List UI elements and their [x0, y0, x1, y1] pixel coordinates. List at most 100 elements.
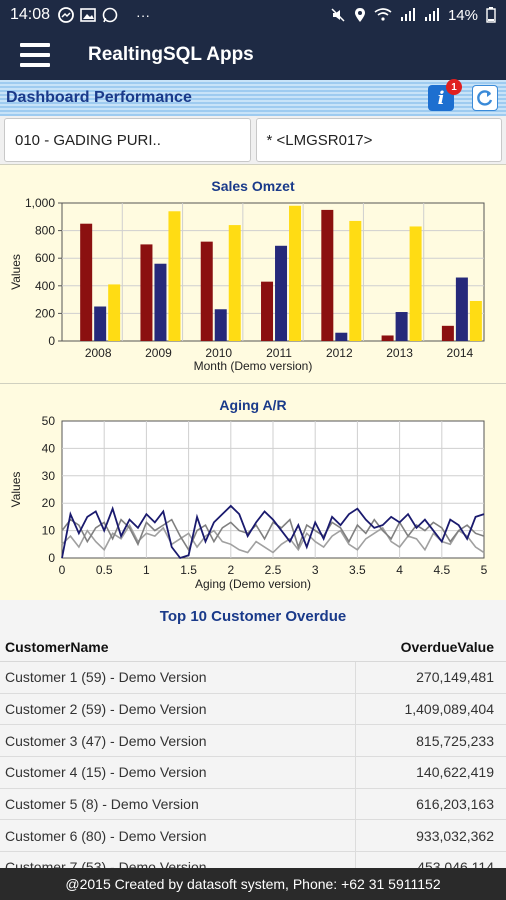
x-tick-label: 2013 — [386, 346, 413, 360]
aging-ar-chart[interactable]: Aging A/R0 0.5 1 1.5 2 2.5 3 3.5 4 4.5 50102030405… — [0, 384, 506, 601]
table-row[interactable]: Customer 5 (8) - Demo Version 616,203,163 — [0, 788, 506, 821]
customer-name-cell: Customer 5 (8) - Demo Version — [0, 788, 356, 820]
x-tick-label: 4.5 — [433, 563, 450, 577]
menu-icon[interactable] — [0, 30, 70, 80]
aging-ar-panel: Aging A/R 0 0.5 1 1.5 2 2.5 3 3.5 4 4.5 5 0 10 20 30 40 5… — [0, 383, 506, 600]
table-header: CustomerName OverdueValue — [0, 632, 506, 662]
table-row[interactable]: Customer 2 (59) - Demo Version 1,409,089,… — [0, 693, 506, 726]
sales-omzet-panel: Sales Omzet 0 200 400 600 800 1,000 2008 2009 201… — [0, 164, 506, 383]
y-tick-label: 800 — [35, 224, 55, 238]
customer-name-cell: Customer 6 (80) - Demo Version — [0, 820, 356, 852]
y-tick-label: 0 — [48, 334, 55, 348]
table-row[interactable]: Customer 4 (15) - Demo Version 140,622,41… — [0, 757, 506, 789]
x-tick-label: 3.5 — [349, 563, 366, 577]
x-tick-label: 2009 — [145, 346, 172, 360]
table-row[interactable]: Customer 1 (59) - Demo Version 270,149,48… — [0, 662, 506, 694]
dashboard-header: Dashboard Performance i 1 — [0, 79, 506, 116]
overdue-value-cell: 270,149,481 — [416, 669, 494, 686]
footer: @2015 Created by datasoft system, Phone:… — [0, 868, 506, 900]
table-row[interactable]: Customer 7 (53) - Demo Version 453,046,11… — [0, 852, 506, 868]
x-tick-label: 0 — [59, 563, 66, 577]
overdue-value-cell: 933,032,362 — [416, 827, 494, 844]
more-notifications-icon: ··· — [136, 7, 151, 23]
table-body[interactable]: Customer 1 (59) - Demo Version 270,149,48… — [0, 662, 506, 868]
battery-icon — [486, 7, 496, 23]
bar — [228, 225, 241, 341]
overdue-value-cell: 140,622,419 — [416, 764, 494, 781]
notification-icons: ··· — [58, 7, 150, 23]
y-tick-label: 10 — [42, 524, 56, 538]
bar — [395, 312, 408, 341]
header-overdue-value: OverdueValue — [400, 638, 494, 655]
y-tick-label: 20 — [42, 496, 56, 510]
x-tick-label: 0.5 — [96, 563, 113, 577]
salesman-selector[interactable]: * <LMGSR017> — [255, 118, 502, 162]
signal-icon — [424, 8, 439, 21]
battery-percent: 14% — [447, 6, 478, 24]
series-line — [61, 504, 485, 560]
y-tick-label: 1,000 — [25, 196, 55, 210]
x-tick-label: 2014 — [447, 346, 474, 360]
y-tick-label: 0 — [48, 551, 55, 565]
image-icon — [80, 8, 96, 22]
y-tick-label: 200 — [35, 306, 55, 320]
filter-bar: 010 - GADING PURI.. * <LMGSR017> — [0, 116, 506, 164]
customer-name-cell: Customer 1 (59) - Demo Version — [0, 662, 356, 693]
bar — [140, 244, 153, 341]
y-tick-label: 40 — [42, 441, 56, 455]
bar — [409, 226, 422, 341]
overdue-table-panel: Top 10 Customer Overdue CustomerName Ove… — [0, 600, 506, 868]
dashboard-title: Dashboard Performance — [6, 89, 192, 106]
refresh-icon — [477, 90, 493, 106]
y-tick-label: 400 — [35, 279, 55, 293]
customer-name-cell: Customer 7 (53) - Demo Version — [0, 852, 356, 868]
x-tick-label: 2 — [227, 563, 234, 577]
y-tick-label: 30 — [42, 469, 56, 483]
bar — [289, 205, 302, 341]
y-tick-label: 600 — [35, 251, 55, 265]
branch-selector[interactable]: 010 - GADING PURI.. — [4, 118, 251, 162]
y-axis-label: Values — [9, 254, 23, 290]
bar — [381, 335, 394, 341]
location-icon — [354, 8, 365, 22]
wifi-icon — [374, 8, 392, 21]
refresh-button[interactable] — [472, 85, 498, 111]
mute-icon — [331, 8, 345, 22]
series-line — [61, 518, 485, 552]
y-axis-label: Values — [9, 472, 23, 508]
x-tick-label: 2012 — [326, 346, 353, 360]
info-icon: i — [437, 87, 445, 109]
whatsapp-icon — [102, 7, 118, 23]
chart-title: Sales Omzet — [211, 178, 295, 194]
bar — [94, 306, 107, 341]
bar — [168, 211, 181, 341]
x-tick-label: 1.5 — [180, 563, 197, 577]
x-tick-label: 2011 — [266, 346, 292, 360]
app-bar: RealtingSQL Apps — [0, 30, 506, 80]
bar — [335, 332, 348, 341]
x-tick-label: 4 — [396, 563, 403, 577]
customer-name-cell: Customer 3 (47) - Demo Version — [0, 725, 356, 757]
bar — [200, 241, 213, 341]
status-bar: 14:08 ··· 14% — [0, 0, 506, 30]
bar — [108, 284, 121, 341]
x-tick-label: 2010 — [205, 346, 232, 360]
bar — [80, 223, 93, 341]
y-tick-label: 50 — [42, 414, 56, 428]
x-tick-label: 5 — [481, 563, 488, 577]
header-customer-name: CustomerName — [5, 638, 109, 655]
sales-omzet-chart[interactable]: Sales Omzet 0 200 400 600 800 1,000 2008 2009 201… — [0, 165, 506, 384]
customer-name-cell: Customer 2 (59) - Demo Version — [0, 693, 356, 725]
bar — [275, 245, 288, 341]
bar — [261, 281, 274, 341]
notification-badge: 1 — [446, 79, 462, 95]
table-row[interactable]: Customer 6 (80) - Demo Version 933,032,36… — [0, 820, 506, 853]
table-row[interactable]: Customer 3 (47) - Demo Version 815,725,23… — [0, 725, 506, 758]
bar — [321, 209, 334, 341]
bar — [154, 263, 167, 341]
info-button[interactable]: i 1 — [428, 79, 462, 111]
app-title: RealtingSQL Apps — [88, 44, 254, 65]
overdue-value-cell: 453,046,114 — [417, 859, 494, 868]
x-tick-label: 2.5 — [265, 563, 282, 577]
x-tick-label: 1 — [143, 563, 150, 577]
